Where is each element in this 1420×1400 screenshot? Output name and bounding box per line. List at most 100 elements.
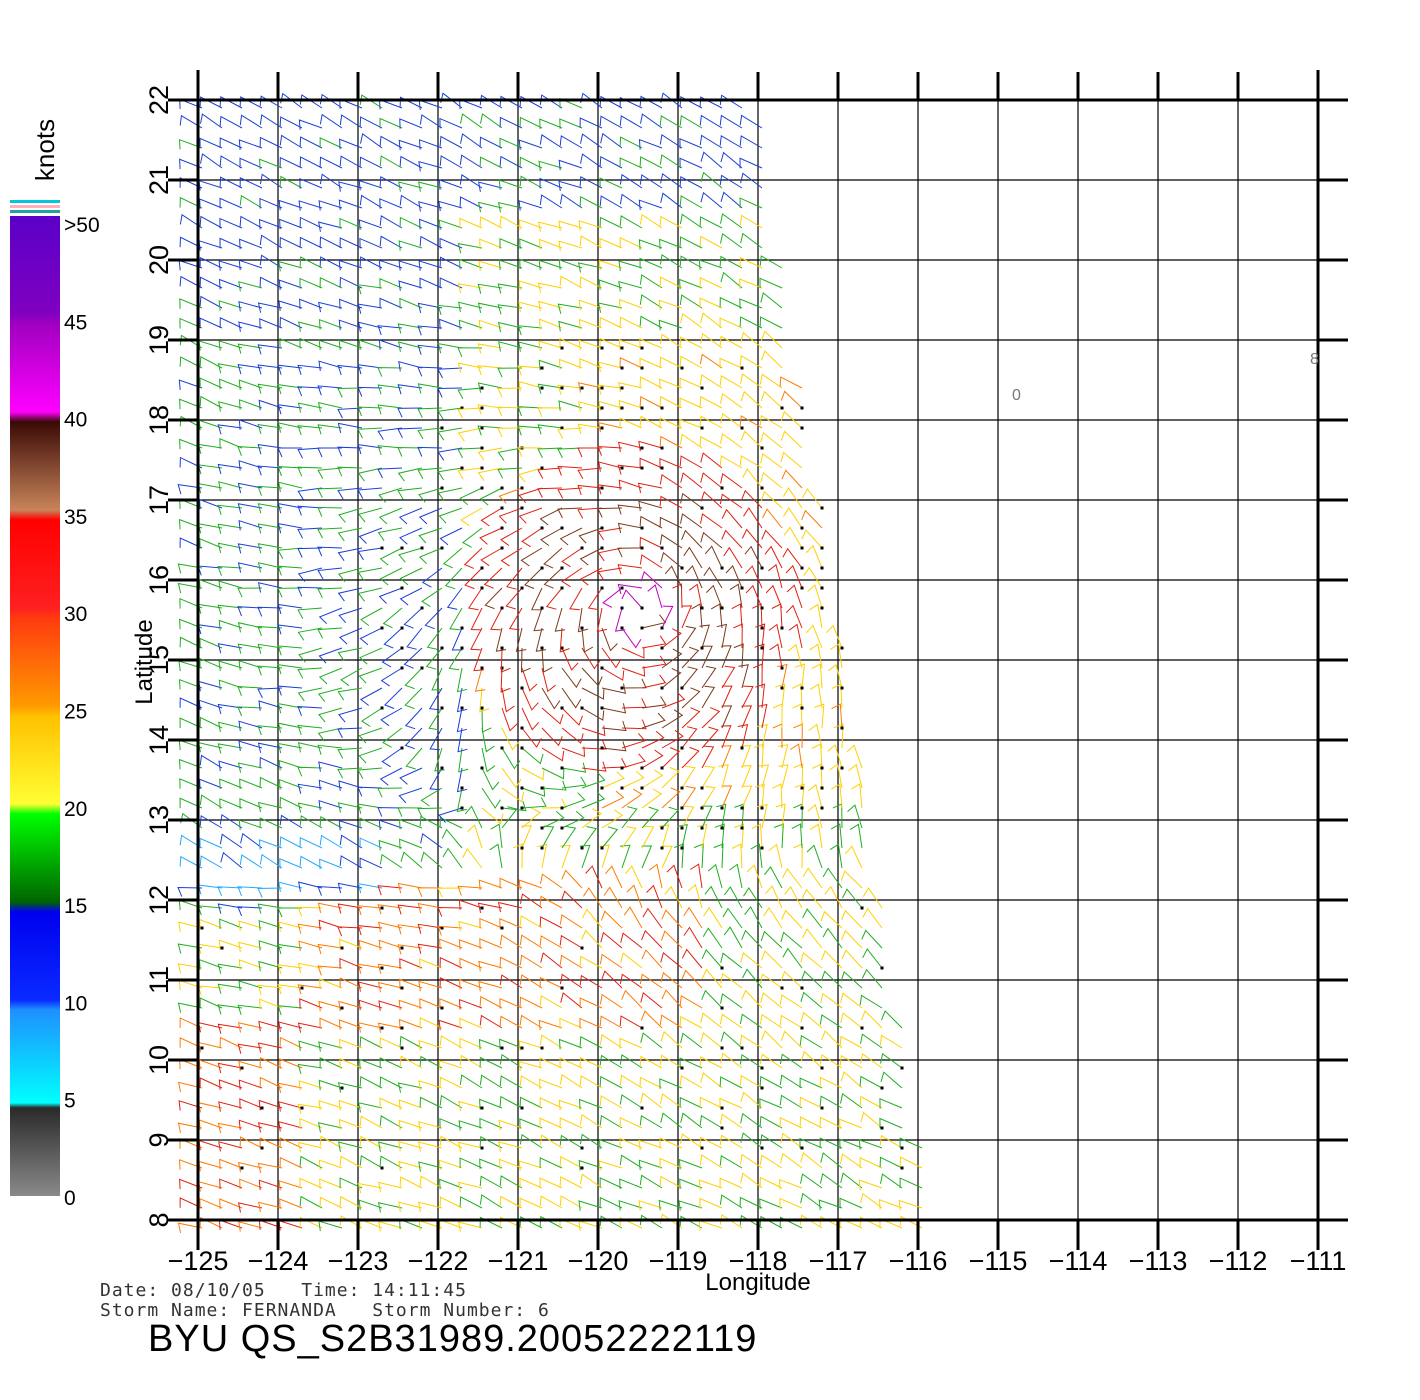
- rain-flag-dot: [220, 946, 224, 950]
- wind-barb: [238, 660, 263, 671]
- wind-barb: [500, 547, 523, 567]
- wind-barb: [659, 1014, 683, 1029]
- wind-barb: [541, 667, 556, 693]
- wind-barb: [237, 762, 263, 773]
- wind-barb: [772, 723, 783, 749]
- wind-barb: [279, 316, 303, 329]
- wind-barb: [477, 365, 503, 376]
- wind-barb: [859, 994, 883, 1009]
- wind-barb: [377, 445, 403, 456]
- wind-barb: [319, 1135, 343, 1149]
- wind-barb: [739, 415, 763, 429]
- wind-barb: [848, 763, 863, 789]
- rain-flag-dot: [700, 786, 704, 790]
- rain-flag-dot: [560, 806, 564, 810]
- wind-barb: [801, 888, 823, 909]
- wind-barb: [418, 547, 443, 565]
- wind-barb: [217, 963, 243, 974]
- wind-barb: [478, 980, 503, 992]
- wind-barb: [431, 667, 443, 691]
- rain-flag-dot: [820, 506, 824, 510]
- wind-barb: [740, 332, 763, 349]
- wind-barb: [337, 466, 363, 477]
- wind-barb: [641, 749, 664, 769]
- rain-flag-dot: [440, 646, 444, 650]
- wind-barb: [519, 934, 543, 949]
- wind-barb: [701, 726, 719, 749]
- rain-flag-dot: [820, 1066, 824, 1070]
- wind-barb: [239, 778, 263, 789]
- wind-barb: [479, 1014, 503, 1029]
- wind-barb: [317, 424, 343, 435]
- wind-barb: [621, 806, 638, 829]
- wind-barb: [479, 687, 490, 713]
- rain-flag-dot: [840, 646, 844, 650]
- wind-barb: [337, 747, 363, 759]
- rain-flag-dot: [480, 426, 484, 430]
- wind-barb: [259, 1137, 283, 1149]
- wind-barb: [499, 918, 523, 929]
- wind-barb: [518, 1060, 543, 1072]
- wind-barb: [518, 341, 543, 352]
- rain-flag-dot: [620, 686, 624, 690]
- wind-barb: [601, 667, 625, 681]
- wind-barb: [579, 997, 603, 1009]
- wind-barb: [759, 277, 783, 289]
- wind-barb: [777, 663, 788, 689]
- wind-barb: [679, 157, 703, 169]
- wind-barb: [359, 94, 383, 109]
- rain-flag-dot: [400, 546, 404, 550]
- wind-barb: [846, 744, 863, 769]
- wind-barb: [399, 96, 423, 109]
- rain-flag-dot: [380, 626, 384, 630]
- wind-barb: [199, 295, 223, 309]
- wind-barb: [477, 467, 503, 481]
- wind-barb: [559, 1057, 583, 1069]
- wind-barb: [259, 136, 283, 149]
- wind-barb: [299, 1195, 323, 1209]
- wind-barb: [239, 798, 263, 809]
- wind-barb: [679, 1096, 703, 1109]
- wind-barb: [238, 941, 263, 953]
- wind-barb: [217, 523, 243, 534]
- wind-barb: [719, 455, 743, 469]
- wind-barb: [617, 381, 643, 393]
- rain-flag-dot: [780, 626, 784, 630]
- wind-barb: [198, 340, 223, 351]
- rain-flag-dot: [820, 586, 824, 590]
- wind-barb: [639, 95, 663, 109]
- wind-barb: [679, 418, 703, 430]
- wind-barb: [277, 422, 303, 433]
- wind-barb: [257, 606, 283, 617]
- wind-barb: [398, 181, 423, 192]
- wind-barb: [397, 427, 423, 439]
- wind-barb: [580, 153, 603, 169]
- wind-barb: [398, 999, 423, 1011]
- rain-flag-dot: [340, 1006, 344, 1010]
- wind-barb: [179, 298, 203, 309]
- wind-barb: [337, 364, 363, 376]
- rain-flag-dot: [520, 586, 524, 590]
- wind-barb: [179, 1178, 203, 1190]
- wind-barb: [257, 582, 283, 593]
- wind-barb: [755, 683, 766, 709]
- wind-barb: [479, 487, 503, 506]
- wind-barb: [679, 138, 703, 149]
- rain-flag-dot: [720, 606, 724, 610]
- wind-barb: [518, 200, 543, 211]
- rain-flag-dot: [660, 546, 664, 550]
- wind-barb: [179, 597, 203, 609]
- rain-flag-dot: [700, 1146, 704, 1150]
- wind-barb: [338, 1141, 363, 1152]
- colorbar-label: >50: [64, 214, 100, 237]
- rain-flag-dot: [560, 706, 564, 710]
- wind-barb: [257, 503, 283, 514]
- wind-barb: [639, 376, 663, 389]
- wind-barb: [699, 1136, 723, 1149]
- wind-barb: [499, 155, 523, 169]
- wind-barb: [499, 997, 523, 1009]
- wind-barb: [782, 547, 803, 569]
- wind-barb: [240, 832, 263, 849]
- wind-barb: [601, 703, 627, 714]
- wind-barb: [702, 927, 723, 949]
